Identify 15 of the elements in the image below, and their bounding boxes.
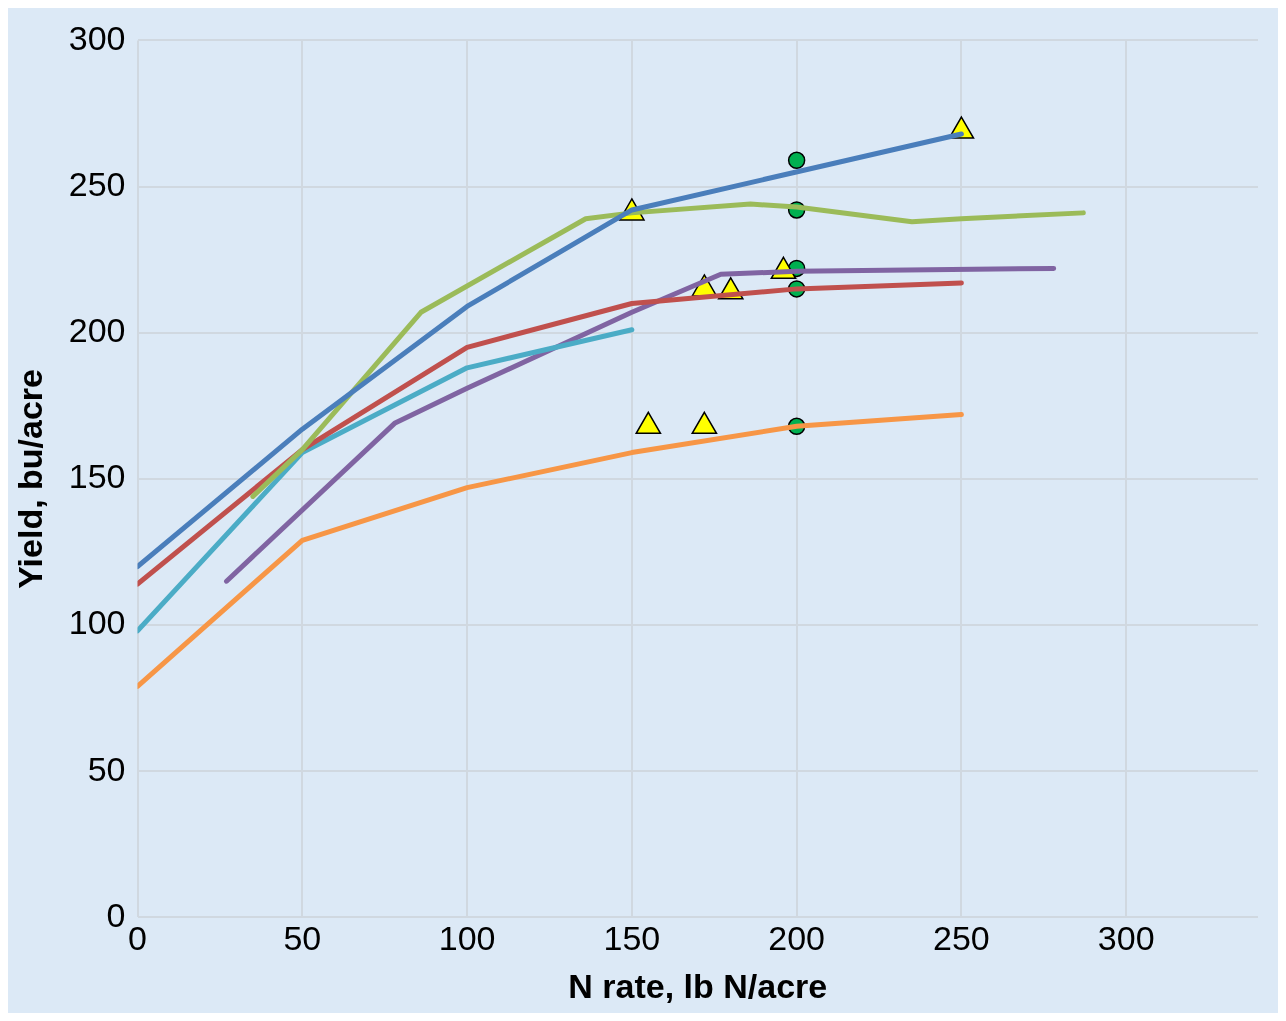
x-tick-label: 100 — [438, 919, 496, 958]
x-tick-label: 50 — [283, 919, 322, 958]
y-axis-title: Yield, bu/acre — [10, 368, 49, 589]
x-axis-title: N rate, lb N/acre — [568, 966, 828, 1005]
x-tick-label: 250 — [933, 919, 990, 958]
x-tick-label: 200 — [768, 919, 825, 958]
x-tick-label: 300 — [1097, 919, 1155, 958]
x-tick-label: 150 — [603, 919, 661, 958]
y-tick-label: 0 — [106, 895, 126, 934]
y-tick-label: 150 — [68, 457, 126, 496]
y-tick-label: 200 — [68, 311, 126, 350]
y-tick-label: 50 — [87, 749, 126, 788]
y-tick-label: 250 — [68, 164, 126, 203]
y-tick-label: 300 — [68, 18, 126, 57]
y-tick-label: 100 — [68, 603, 126, 642]
